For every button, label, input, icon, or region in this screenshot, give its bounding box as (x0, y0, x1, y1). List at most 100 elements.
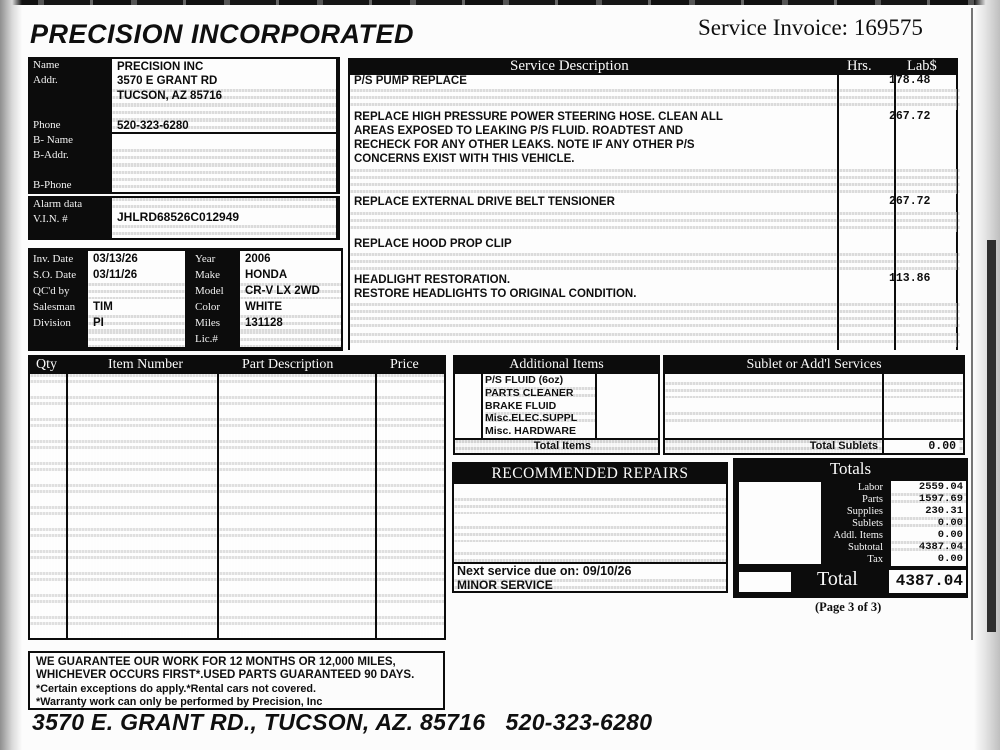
totals-row-label: Subtotal (847, 542, 883, 553)
scan-noise (350, 89, 960, 110)
label-b-addr: B-Addr. (33, 149, 69, 161)
vin-box: JHLRD68526C012949 Alarm data V.I.N. # (28, 196, 340, 240)
label-color: Color (195, 301, 221, 313)
label-alarm: Alarm data (33, 198, 83, 210)
service-item-line: REPLACE EXTERNAL DRIVE BELT TENSIONER (354, 196, 615, 208)
scan-noise (665, 412, 963, 424)
label-year: Year (195, 253, 216, 265)
scan-noise (350, 303, 960, 327)
company-title: PRECISION INCORPORATED (30, 19, 415, 49)
part-desc-header: Part Description (242, 357, 334, 372)
service-item-line: P/S PUMP REPLACE (354, 75, 467, 87)
color-value: WHITE (245, 301, 283, 313)
totals-row-label: Tax (867, 554, 883, 565)
customer-addr2-value: TUCSON, AZ 85716 (112, 89, 336, 104)
parts-table-header: Qty Item Number Part Description Price (30, 357, 444, 374)
sublet-title: Sublet or Add'l Services (746, 357, 882, 372)
total-items-row: Total Items (455, 438, 658, 453)
year-value: 2006 (245, 253, 271, 265)
service-item-price: 267.72 (889, 110, 931, 123)
label-addr: Addr. (33, 74, 58, 86)
label-make: Make (195, 269, 221, 281)
scan-noise (350, 212, 960, 232)
scan-noise (454, 526, 726, 542)
totals-blank-panel (739, 482, 821, 564)
sublet-body (665, 374, 963, 438)
parts-col-line (66, 374, 68, 638)
totals-values: 2559.04 1597.69 230.31 0.00 0.00 4387.04… (891, 481, 966, 566)
scan-noise (350, 169, 960, 194)
inv-date-value: 03/13/26 (93, 253, 138, 265)
scan-edge-top (0, 0, 1000, 5)
totals-row-value: 1597.69 (891, 493, 966, 505)
parts-col-line (375, 374, 377, 638)
sublet-col-line (882, 374, 884, 438)
service-item-line: REPLACE HOOD PROP CLIP (354, 238, 512, 250)
scan-edge-line (971, 8, 973, 640)
totals-row-value: 2559.04 (918, 481, 963, 493)
service-item-line: CONCERNS EXIST WITH THIS VEHICLE. (354, 153, 575, 165)
customer-addr1-value: 3570 E GRANT RD (117, 75, 218, 87)
vin-value-panel: JHLRD68526C012949 (112, 198, 336, 238)
label-b-name: B- Name (33, 134, 74, 146)
scan-edge-left (0, 0, 22, 750)
scan-noise (454, 552, 726, 562)
invoice-info-box: 03/13/26 03/11/26 TIM PI 2006 HONDA CR-V… (28, 248, 343, 351)
parts-table-body (30, 374, 444, 638)
label-name: Name (33, 59, 60, 71)
label-miles: Miles (195, 317, 221, 329)
division-value: PI (88, 315, 185, 331)
additional-items-body: P/S FLUID (6oz) PARTS CLEANER BRAKE FLUI… (455, 374, 658, 438)
qty-header: Qty (36, 357, 57, 372)
qcd-value (88, 283, 185, 299)
additional-col-line (481, 374, 483, 438)
blank-row (112, 149, 336, 164)
next-service-text: Next service due on: 09/10/26 (457, 564, 632, 578)
guarantee-line: WHICHEVER OCCURS FIRST*.USED PARTS GUARA… (36, 669, 415, 682)
total-sublets-label: Total Sublets (809, 440, 878, 452)
label-b-phone: B-Phone (33, 179, 72, 191)
scan-noise (454, 579, 726, 591)
label-lic: Lic.# (195, 333, 218, 345)
totals-row-label: Labor (857, 482, 883, 493)
model-value: CR-V LX 2WD (240, 283, 341, 299)
miles-value: 131128 (240, 315, 341, 331)
additional-col-line (595, 374, 597, 438)
blank-row (240, 331, 341, 347)
service-item-line: AREAS EXPOSED TO LEAKING P/S FLUID. ROAD… (354, 125, 684, 137)
customer-box: PRECISION INC 3570 E GRANT RD TUCSON, AZ… (28, 57, 340, 194)
service-item-price: 113.86 (889, 272, 931, 285)
sublet-header: Sublet or Add'l Services (665, 357, 963, 374)
totals-row-value: 0.00 (937, 553, 963, 565)
item-number-header: Item Number (108, 357, 184, 372)
service-table-header: Service Description Hrs. Lab$ (350, 58, 956, 75)
service-item-line: RECHECK FOR ANY OTHER LEAKS. NOTE IF ANY… (354, 139, 695, 151)
additional-item: BRAKE FLUID (485, 399, 557, 412)
hrs-header: Hrs. (847, 58, 872, 74)
scan-edge-strip (987, 240, 996, 632)
recommended-repairs-title: RECOMMENDED REPAIRS (491, 465, 689, 482)
label-salesman: Salesman (33, 301, 76, 313)
recommended-repairs-box: RECOMMENDED REPAIRS Next service due on:… (452, 462, 728, 593)
service-table-body: P/S PUMP REPLACE 178.48 REPLACE HIGH PRE… (350, 74, 960, 350)
label-so-date: S.O. Date (33, 269, 77, 281)
blank-row (88, 331, 185, 347)
sublet-box: Sublet or Add'l Services Total Sublets 0… (663, 355, 965, 455)
scan-noise (350, 333, 960, 347)
scan-noise (665, 382, 963, 398)
invoice-number: Service Invoice: 169575 (698, 15, 923, 40)
total-items-label: Total Items (533, 440, 591, 452)
totals-row-label: Parts (862, 494, 883, 505)
additional-items-title: Additional Items (509, 357, 604, 372)
invoice-left-values: 03/13/26 03/11/26 TIM PI (88, 251, 185, 347)
guarantee-line: WE GUARANTEE OUR WORK FOR 12 MONTHS OR 1… (36, 656, 396, 668)
blank-row (112, 178, 336, 192)
parts-col-line (217, 374, 219, 638)
page-note: (Page 3 of 3) (815, 600, 882, 614)
totals-row-value: 0.00 (891, 517, 966, 529)
recommended-repairs-header: RECOMMENDED REPAIRS (454, 464, 726, 484)
blank-row (112, 164, 336, 178)
service-desc-header: Service Description (510, 58, 629, 74)
service-item-line: RESTORE HEADLIGHTS TO ORIGINAL CONDITION… (354, 288, 637, 300)
